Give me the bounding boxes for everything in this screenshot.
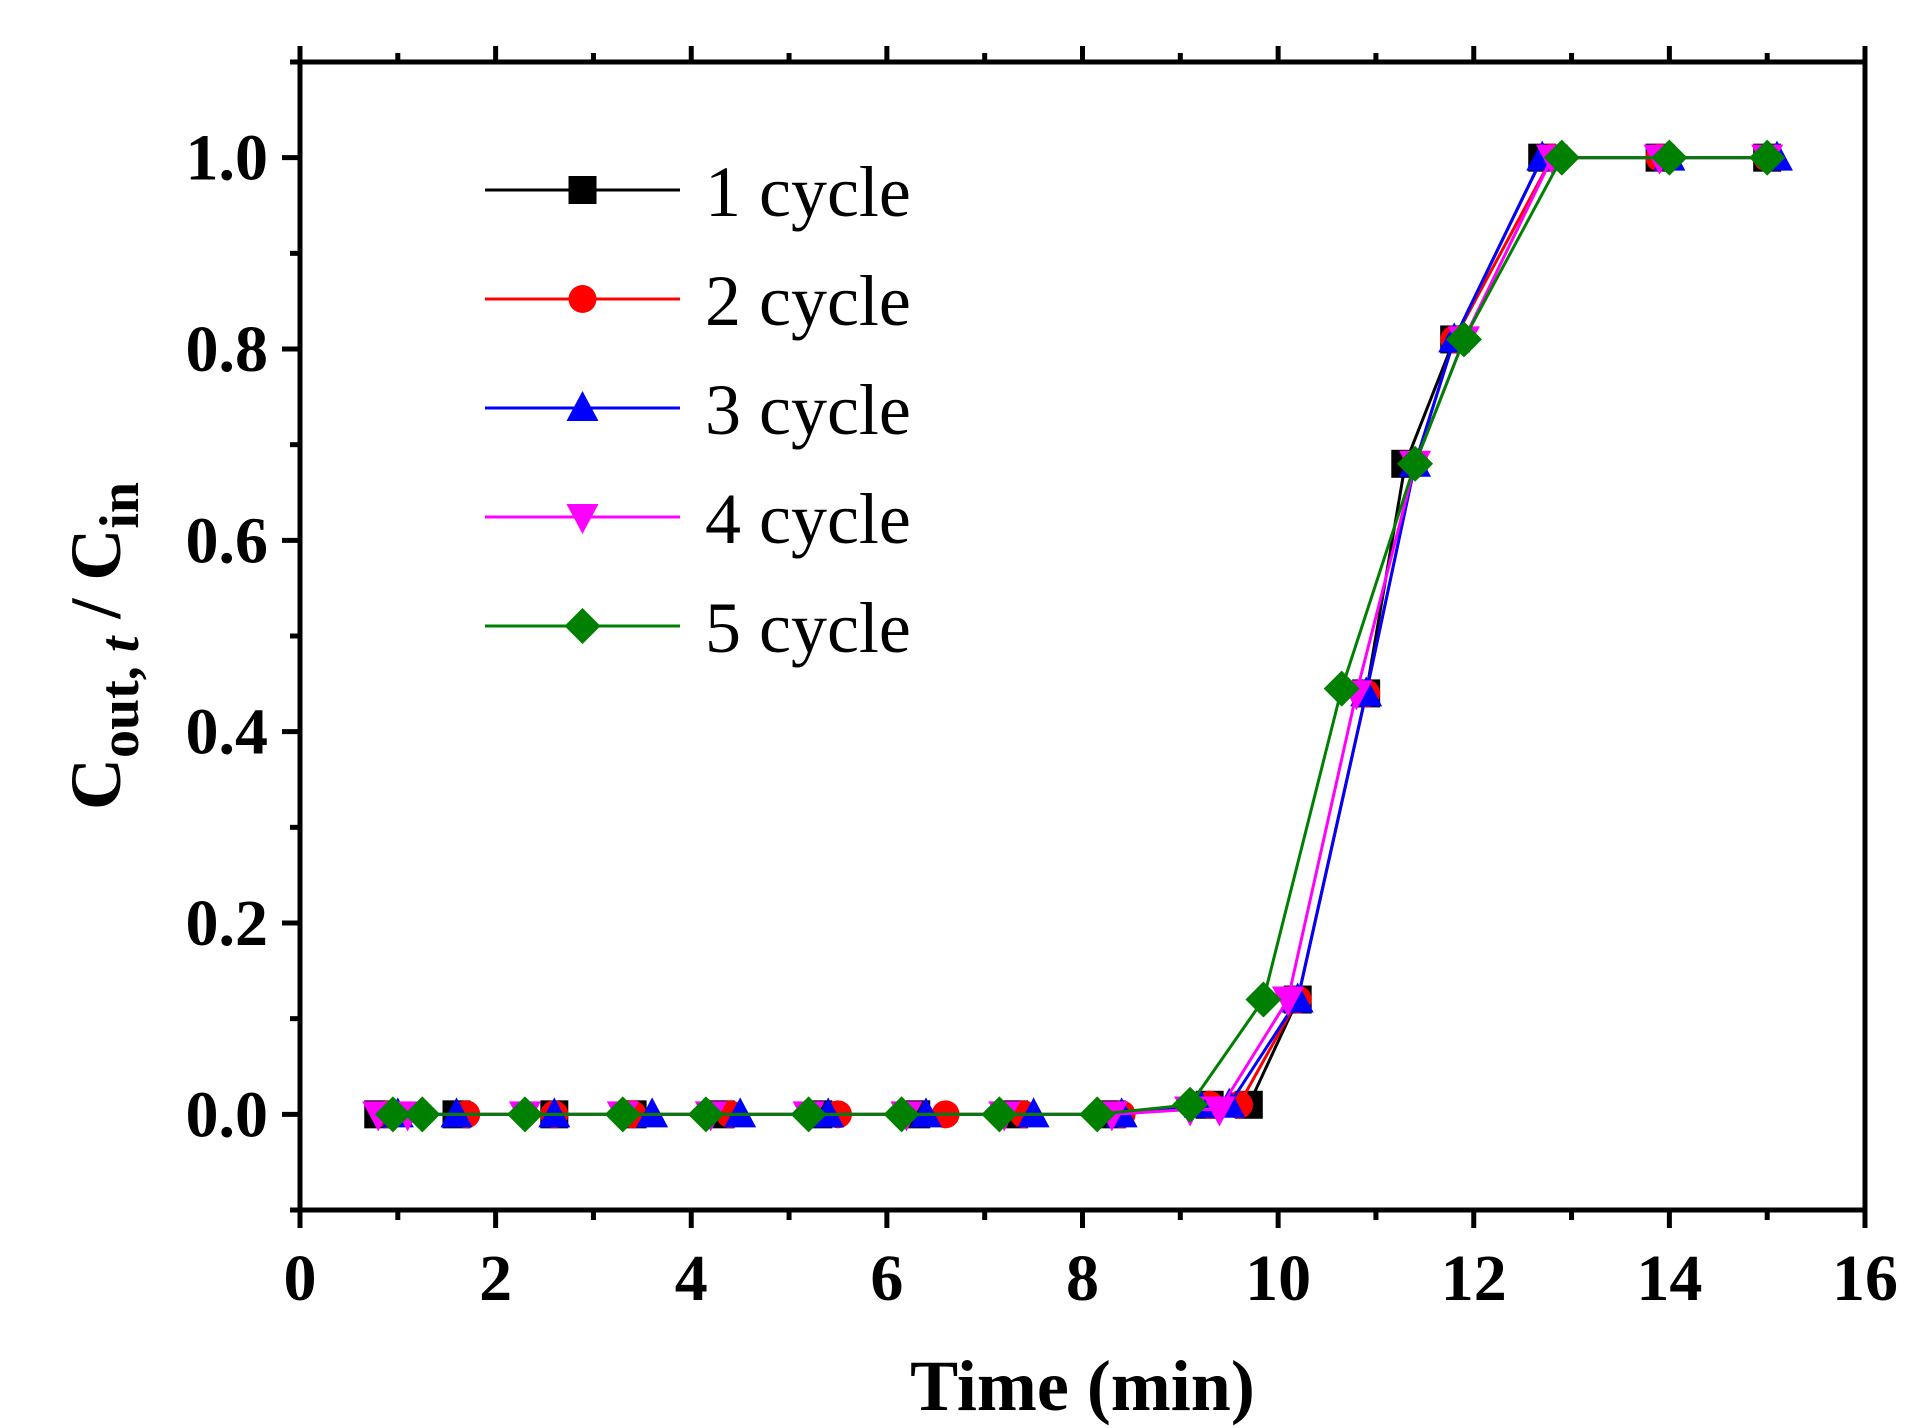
data-point — [790, 1096, 827, 1133]
legend-marker — [568, 285, 597, 313]
data-point — [374, 1096, 411, 1133]
legend-marker — [566, 504, 599, 534]
data-point — [1079, 1096, 1116, 1133]
legend-label: 3 cycle — [705, 370, 911, 450]
data-point — [1172, 1086, 1209, 1123]
legend-item-5: 5 cycle — [485, 588, 911, 668]
data-point — [604, 1096, 641, 1133]
data-point — [910, 1097, 942, 1128]
x-tick-label: 8 — [1066, 1242, 1099, 1315]
legend-item-1: 1 cycle — [485, 152, 911, 232]
data-point — [1203, 1096, 1236, 1127]
legend-label: 1 cycle — [705, 152, 911, 232]
y-tick-label: 0.4 — [186, 696, 269, 769]
plot-area — [362, 139, 1793, 1133]
data-point — [1749, 139, 1786, 176]
x-tick-label: 4 — [675, 1242, 708, 1315]
data-point — [687, 1096, 724, 1133]
legend-item-2: 2 cycle — [485, 261, 911, 341]
data-point — [1543, 139, 1580, 176]
legend-marker — [564, 608, 601, 644]
y-tick-label: 0.0 — [186, 1078, 269, 1151]
legend-label: 5 cycle — [705, 588, 911, 668]
legend-item-3: 3 cycle — [485, 370, 911, 450]
data-point — [404, 1096, 441, 1133]
legend: 1 cycle 2 cycle 3 cycle 4 cycle 5 cycle — [485, 152, 911, 668]
x-tick-label: 16 — [1832, 1242, 1898, 1315]
x-tick-label: 10 — [1245, 1242, 1311, 1315]
x-tick-label: 0 — [284, 1242, 317, 1315]
series-line-5 — [392, 156, 1768, 1116]
data-point — [1323, 670, 1360, 707]
series-5 — [374, 139, 1786, 1133]
series-3 — [381, 140, 1793, 1128]
legend-label: 2 cycle — [705, 261, 911, 341]
x-tick-label: 12 — [1441, 1242, 1507, 1315]
plot-frame — [297, 59, 1868, 1213]
data-point — [1017, 1097, 1050, 1128]
data-point — [1445, 321, 1482, 358]
data-point — [538, 1097, 571, 1128]
data-point — [981, 1096, 1018, 1133]
legend-marker — [568, 176, 597, 204]
legend-item-4: 4 cycle — [485, 479, 911, 559]
data-point — [1245, 981, 1282, 1018]
data-point — [636, 1097, 669, 1128]
x-tick-label: 14 — [1636, 1242, 1702, 1315]
series-line-3 — [397, 156, 1777, 1116]
data-point — [1271, 986, 1304, 1017]
y-tick-label: 0.6 — [186, 504, 269, 577]
data-point — [506, 1096, 543, 1133]
x-axis-title: Time (min) — [910, 1346, 1255, 1426]
x-tick-label: 2 — [479, 1242, 512, 1315]
legend-label: 4 cycle — [705, 479, 911, 559]
y-tick-label: 1.0 — [186, 122, 269, 195]
data-point — [1651, 139, 1688, 176]
y-tick-label: 0.2 — [186, 887, 269, 960]
axes: 0 2 4 6 8 10 12 14 16 0.0 0.2 0.4 0.6 0.8 1.0 Time (min… — [56, 46, 1898, 1426]
legend-marker — [566, 391, 599, 421]
y-tick-label: 0.8 — [186, 313, 269, 386]
data-point — [1397, 445, 1434, 482]
data-point — [440, 1097, 473, 1128]
y-axis-title: Cout, t / Cin — [56, 482, 151, 810]
data-point — [883, 1096, 920, 1133]
data-point — [724, 1097, 757, 1128]
x-tick-label: 6 — [870, 1242, 903, 1315]
